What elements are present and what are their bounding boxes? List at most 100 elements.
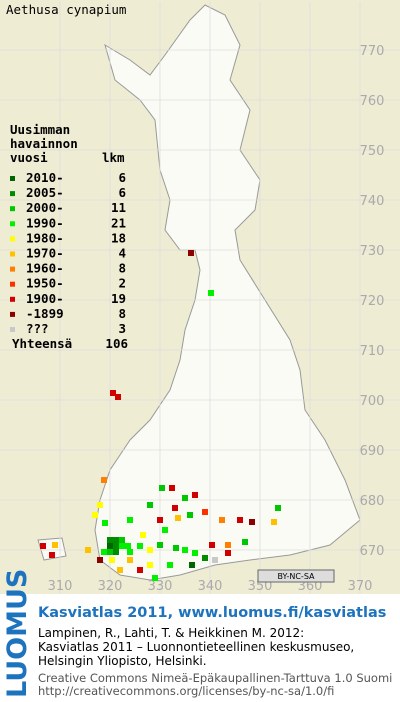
record bbox=[52, 542, 58, 548]
record bbox=[110, 390, 116, 396]
y-label: 750 bbox=[360, 144, 385, 159]
license-line: Creative Commons Nimeä-Epäkaupallinen-Ta… bbox=[38, 671, 392, 685]
record bbox=[147, 562, 153, 568]
legend-swatch bbox=[10, 251, 15, 257]
record bbox=[209, 542, 215, 548]
x-label: 360 bbox=[298, 579, 323, 594]
legend-swatch bbox=[10, 176, 15, 181]
legend-label: 1950- bbox=[26, 276, 64, 291]
legend-count: 19 bbox=[111, 291, 126, 306]
legend-label: 2010- bbox=[26, 170, 64, 185]
x-label: 340 bbox=[198, 579, 223, 594]
x-label: 320 bbox=[98, 579, 123, 594]
record bbox=[147, 502, 153, 508]
citation-line: Helsingin Yliopisto, Helsinki. bbox=[38, 654, 207, 668]
y-label: 740 bbox=[360, 194, 385, 209]
legend-count: 8 bbox=[118, 306, 126, 321]
legend-count: 3 bbox=[118, 321, 126, 336]
record bbox=[275, 505, 281, 511]
record bbox=[167, 562, 173, 568]
record bbox=[175, 515, 181, 521]
legend-count: 11 bbox=[111, 200, 126, 215]
record bbox=[97, 557, 103, 563]
record bbox=[127, 557, 133, 563]
brand: LUOMUS bbox=[2, 569, 33, 698]
record bbox=[119, 537, 125, 543]
record bbox=[137, 543, 143, 549]
record bbox=[162, 527, 168, 533]
x-label: 330 bbox=[148, 579, 173, 594]
legend-heading: Uusimman bbox=[10, 122, 70, 137]
legend-swatch bbox=[10, 327, 15, 332]
legend-count: 6 bbox=[118, 170, 126, 185]
record bbox=[147, 547, 153, 553]
legend-label: 1990- bbox=[26, 215, 64, 230]
y-label: 690 bbox=[360, 444, 385, 459]
legend-count: 2 bbox=[118, 276, 126, 291]
record bbox=[242, 539, 248, 545]
legend-label: 2000- bbox=[26, 200, 64, 215]
record bbox=[187, 512, 193, 518]
record bbox=[225, 542, 231, 548]
legend-heading: vuosi bbox=[10, 150, 48, 165]
citation-line: Kasviatlas 2011 – Luonnontieteellinen ke… bbox=[38, 640, 354, 654]
record bbox=[101, 549, 107, 555]
record bbox=[249, 519, 255, 525]
record bbox=[137, 567, 143, 573]
record bbox=[109, 557, 115, 563]
legend-label: 1980- bbox=[26, 230, 64, 245]
record bbox=[157, 542, 163, 548]
record bbox=[140, 532, 146, 538]
record bbox=[182, 495, 188, 501]
legend-count: 8 bbox=[118, 261, 126, 276]
species-title: Aethusa cynapium bbox=[6, 2, 126, 17]
legend-swatch bbox=[10, 221, 15, 227]
record bbox=[169, 485, 175, 491]
total-count: 106 bbox=[105, 336, 128, 351]
record bbox=[159, 485, 165, 491]
record bbox=[152, 575, 158, 581]
record bbox=[40, 543, 46, 549]
record bbox=[182, 547, 188, 553]
legend-swatch bbox=[10, 236, 15, 242]
record bbox=[107, 549, 113, 555]
record bbox=[97, 502, 103, 508]
legend-label: 2005- bbox=[26, 185, 64, 200]
legend-label: ??? bbox=[26, 321, 49, 336]
record bbox=[202, 555, 208, 561]
legend-swatch bbox=[10, 281, 15, 287]
total-label: Yhteensä bbox=[12, 336, 72, 351]
record bbox=[192, 492, 198, 498]
record bbox=[219, 517, 225, 523]
legend-label: -1899 bbox=[26, 306, 64, 321]
legend-count: 18 bbox=[111, 230, 126, 245]
legend-swatch bbox=[10, 206, 15, 212]
records bbox=[40, 250, 281, 581]
record bbox=[188, 250, 194, 256]
legend-swatch bbox=[10, 311, 15, 317]
y-label: 730 bbox=[360, 244, 385, 259]
record bbox=[208, 290, 214, 296]
record bbox=[117, 567, 123, 573]
y-label: 770 bbox=[360, 44, 385, 59]
record bbox=[49, 552, 55, 558]
legend-count: 6 bbox=[118, 185, 126, 200]
y-label: 680 bbox=[360, 494, 385, 509]
record bbox=[119, 543, 125, 549]
footer: Lampinen, R., Lahti, T. & Heikkinen M. 2… bbox=[38, 626, 392, 698]
y-label: 670 bbox=[360, 544, 385, 559]
headline: Kasviatlas 2011, www.luomus.fi/kasviatla… bbox=[38, 605, 386, 621]
record bbox=[202, 509, 208, 515]
legend-swatch bbox=[10, 296, 15, 302]
license-badge-text: BY-NC-SA bbox=[277, 572, 315, 581]
record bbox=[113, 537, 119, 543]
record bbox=[102, 520, 108, 526]
x-label: 350 bbox=[248, 579, 273, 594]
legend-swatch bbox=[10, 266, 15, 272]
record bbox=[212, 557, 218, 563]
record bbox=[125, 543, 131, 549]
record bbox=[127, 549, 133, 555]
